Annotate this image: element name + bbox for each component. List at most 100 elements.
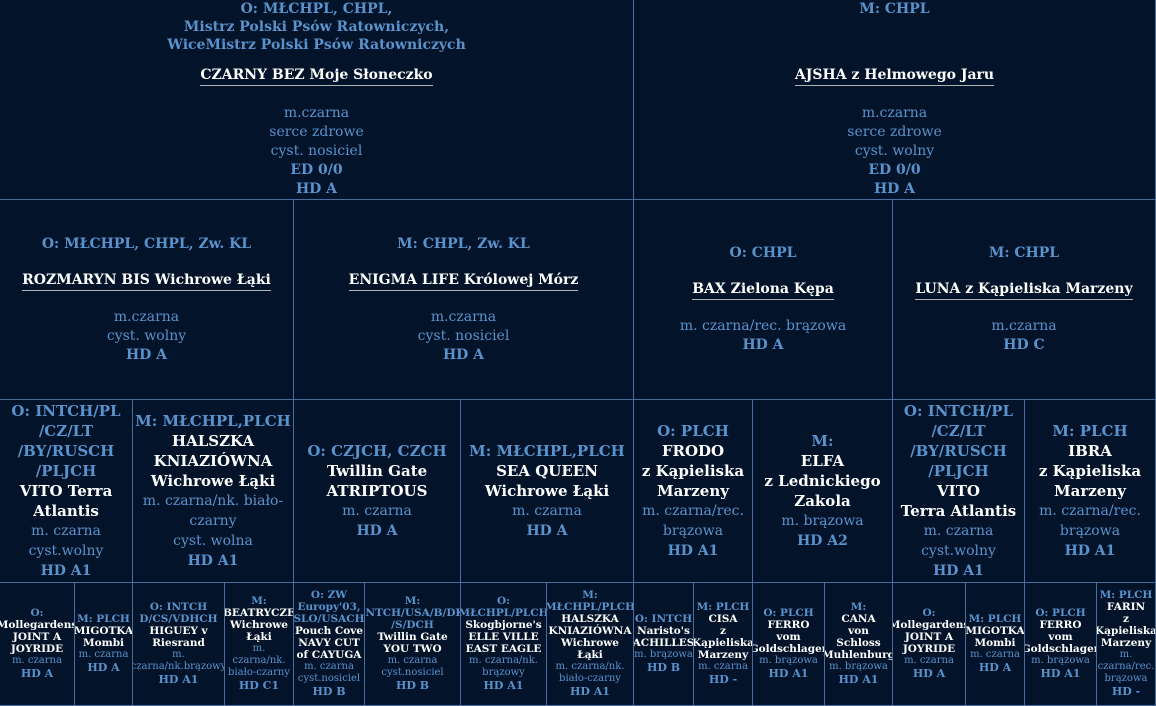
gen4-detail: m. brązowa [1031, 655, 1090, 666]
gen4-title: D/CS/VDHCH [139, 613, 218, 625]
gen3-name: Twillin Gate [326, 462, 428, 480]
gen4-title: O: PLCH [1035, 607, 1086, 619]
gen3-title: O: INTCH/PL [11, 402, 121, 420]
gen4-detail: m. czarna [78, 649, 129, 660]
gen4-name: Mombi [974, 637, 1016, 649]
gen4-cell: O: Mollegardens JOINT A JOYRIDE m. czarn… [893, 583, 966, 706]
gen4-cell: O: ZW Europy'03, SLO/USACH Pouch Cove NA… [294, 583, 365, 706]
gen4-health: HD A [912, 667, 946, 680]
gen4-health: HD B [395, 679, 430, 692]
gen4-cell: O: Mollegardens JOINT A JOYRIDE m. czarn… [0, 583, 75, 706]
gen3-name: Zakola [794, 492, 851, 510]
gen3-detail: cyst.wolny [921, 543, 996, 559]
sire-title: WiceMistrz Polski Psów Ratowniczych [167, 37, 466, 53]
gen4-title: SLO/USACH [294, 613, 365, 625]
gen4-name: Kąpieliska [694, 637, 753, 649]
gen3-cell: O: CZJCH, CZCH Twillin Gate ATRIPTOUS m.… [294, 400, 461, 583]
gen3-cell: M: MŁCHPL,PLCH HALSZKA KNIAZIÓWNA Wichro… [133, 400, 294, 583]
gen3-title: /BY/RUSCH [910, 442, 1007, 460]
gen2-name: ENIGMA LIFE Królowej Mórz [348, 271, 579, 291]
gen4-detail: m. brązowa [829, 661, 888, 672]
gen4-name: MIGOTKA [75, 625, 133, 637]
gen4-cell: M: PLCH CISA z Kąpieliska Marzeny m. cza… [694, 583, 753, 706]
gen3-name: z Kąpieliska [1038, 462, 1142, 480]
gen3-health: HD A [356, 523, 398, 539]
gen3-detail: m. czarna [342, 503, 412, 519]
sire-name: CZARNY BEZ Moje Słoneczko [200, 66, 433, 86]
gen4-name: of CAYUGA [296, 649, 362, 661]
gen3-name: ELFA [800, 452, 845, 470]
gen3-name: KNIAZIÓWNA [153, 452, 273, 470]
gen3-detail: m. brązowa [781, 513, 864, 529]
gen3-detail: brązowa [1059, 523, 1121, 539]
gen2-health: HD A [125, 346, 168, 363]
gen2-name: LUNA z Kąpieliska Marzeny [915, 280, 1133, 300]
gen3-cell: M: ELFA z Lednickiego Zakola m. brązowa … [753, 400, 893, 583]
gen3-detail: brązowa [662, 523, 724, 539]
gen4-cell: M: PLCH FARIN z Kąpieliska Marzeny m. cz… [1097, 583, 1156, 706]
gen2-health: HD A [742, 337, 784, 353]
gen4-title: O: PLCH [763, 607, 814, 619]
gen3-title: M: MŁCHPL,PLCH [135, 412, 291, 430]
gen4-name: FERRO [767, 619, 810, 631]
gen4-detail: brązowy [482, 667, 525, 678]
gen4-name: Łąki [246, 631, 272, 643]
gen4-title: M: [850, 601, 867, 613]
dam-name: AJSHA z Helmowego Jaru [794, 66, 995, 86]
gen4-name: Muhlenburg [825, 649, 893, 661]
gen4-cell: O: PLCH FERRO vom Goldschlager m. brązow… [1025, 583, 1097, 706]
gen2-title: O: CHPL [729, 245, 797, 261]
gen4-name: Mollegardens [0, 619, 75, 631]
gen4-detail: m. czarna [904, 655, 954, 666]
gen3-title: M: MŁCHPL,PLCH [469, 442, 625, 460]
gen4-cell: M: MŁCHPL/PLCH HALSZKA KNIAZIÓWNA Wichro… [547, 583, 634, 706]
gen4-name: HIGUEY v [149, 625, 208, 637]
gen2-detail: m.czarna [113, 308, 180, 325]
gen4-detail: m. [172, 649, 185, 660]
gen2-cell: M: CHPL LUNA z Kąpieliska Marzeny m.czar… [893, 200, 1156, 400]
gen3-detail: m. czarna/rec. [1039, 503, 1141, 519]
gen3-title: /CZ/LT [931, 422, 986, 440]
gen3-name: z Lednickiego [764, 472, 881, 490]
gen3-health: HD A1 [667, 543, 719, 559]
gen3-name: Wichrowe Łąki [484, 482, 610, 500]
gen4-cell: O: INTCH D/CS/VDHCH HIGUEY v Riesrand m.… [133, 583, 225, 706]
sire-title: Mistrz Polski Psów Ratowniczych, [183, 19, 450, 35]
gen2-title: O: MŁCHPL, CHPL, Zw. KL [41, 235, 252, 252]
sire-detail: m.czarna [283, 105, 350, 121]
gen3-cell: M: PLCH IBRA z Kąpieliska Marzeny m. cza… [1025, 400, 1156, 583]
gen4-name: z [720, 625, 726, 637]
gen3-detail: cyst.wolny [28, 543, 104, 559]
gen3-name: Atlantis [33, 502, 99, 520]
sire-health: HD A [295, 181, 338, 197]
gen4-detail: cyst.nosiciel [297, 673, 361, 684]
gen4-detail: czarna/rec. [1097, 661, 1155, 672]
gen4-detail: cyst.nosiciel [381, 667, 444, 678]
gen3-name: Marzeny [1054, 482, 1126, 500]
gen4-detail: biało-czarny [228, 667, 290, 678]
gen4-health: HD A [20, 667, 54, 680]
gen3-detail: m. czarna/nk. biało- [142, 493, 284, 509]
gen3-cell: O: INTCH/PL /CZ/LT /BY/RUSCH /PLJCH VITO… [893, 400, 1025, 583]
gen3-detail: cyst. wolna [173, 533, 253, 549]
sire-detail: cyst. nosiciel [270, 143, 363, 159]
gen3-health: HD A [526, 523, 568, 539]
gen4-title: O: [922, 607, 936, 619]
gen2-title: M: CHPL, Zw. KL [397, 235, 530, 252]
gen4-detail: biało-czarny [559, 673, 621, 684]
gen3-name: VITO [937, 482, 980, 500]
gen4-health: HD A1 [768, 667, 809, 680]
gen4-name: MIGOTKA [966, 625, 1025, 637]
gen3-name: IBRA [1068, 442, 1112, 460]
gen4-name: Goldschlager [1025, 643, 1097, 655]
gen3-title: M: [811, 432, 834, 450]
sire-health: ED 0/0 [290, 162, 343, 178]
gen4-cell: O: MŁCHPL/PLCH Skogbjorne's ELLE VILLE E… [461, 583, 547, 706]
dam-title: M: CHPL [859, 1, 930, 17]
dam-health: ED 0/0 [868, 162, 921, 178]
gen4-name: JOINT A [12, 631, 62, 643]
gen4-health: HD A1 [838, 673, 879, 686]
gen3-health: HD A1 [187, 553, 239, 569]
gen3-title: /BY/RUSCH [17, 442, 115, 460]
